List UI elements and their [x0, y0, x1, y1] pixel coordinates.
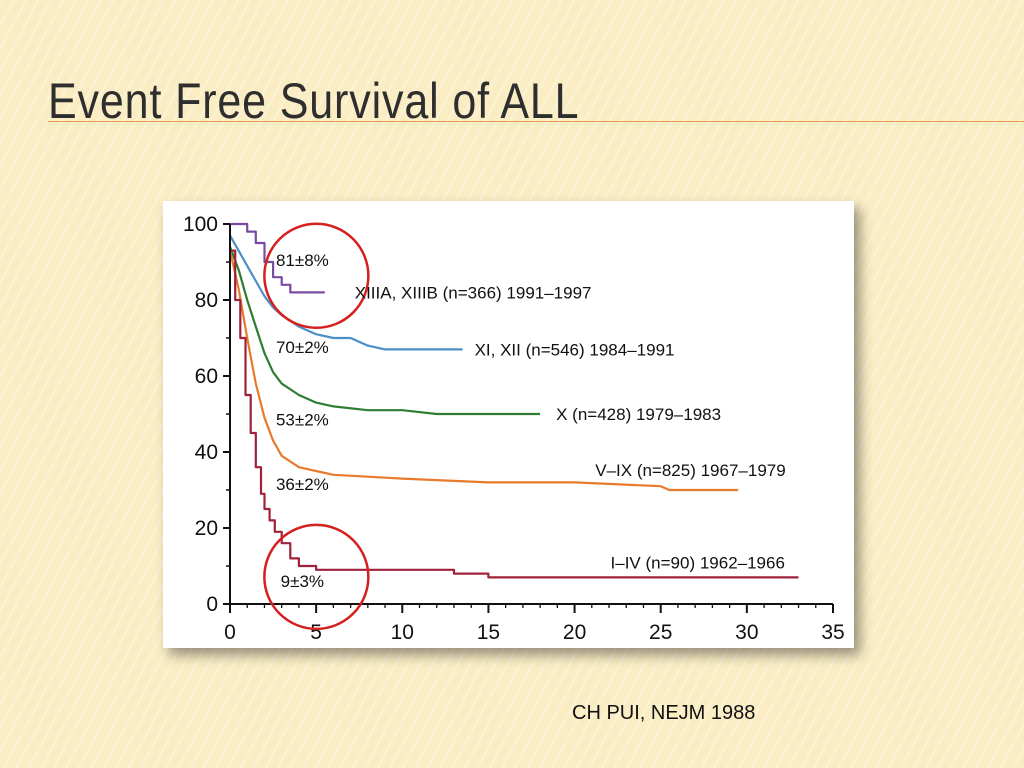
series-label-5: I–IV (n=90) 1962–1966: [611, 553, 785, 572]
series-label-3: X (n=428) 1979–1983: [556, 405, 721, 424]
annotation-5: 9±3%: [281, 572, 324, 591]
y-tick-label-100: 100: [183, 213, 218, 236]
x-tick-label-15: 15: [477, 621, 500, 644]
series-label-2: XI, XII (n=546) 1984–1991: [475, 340, 675, 359]
x-tick-label-25: 25: [649, 621, 672, 644]
y-tick-label-0: 0: [206, 593, 218, 616]
x-tick-label-0: 0: [224, 621, 236, 644]
annotation-1: 81±8%: [276, 251, 329, 270]
annotation-3: 53±2%: [276, 410, 329, 429]
highlight-circle-top: [263, 222, 370, 330]
x-tick-label-20: 20: [563, 621, 586, 644]
x-tick-label-10: 10: [391, 621, 414, 644]
survival-chart: 0 20 40 60 80 100 0 5 10 15 20 25 30 35 81±8% 70±2% 53±…: [183, 213, 845, 644]
series-label-1: XIIIA, XIIIB (n=366) 1991–1997: [355, 283, 592, 302]
x-tick-label-30: 30: [735, 621, 758, 644]
title-rule: [48, 121, 1024, 122]
survival-chart-figure: 0 20 40 60 80 100 0 5 10 15 20 25 30 35 81±8% 70±2% 53±…: [163, 201, 854, 648]
series-label-4: V–IX (n=825) 1967–1979: [595, 461, 785, 480]
series-line-3: [228, 246, 541, 416]
y-tick-label-80: 80: [195, 289, 218, 312]
y-tick-label-60: 60: [195, 365, 218, 388]
citation: CH PUI, NEJM 1988: [572, 702, 756, 724]
slide-title: Event Free Survival of ALL: [48, 73, 580, 129]
series-line-1: [230, 222, 325, 294]
y-tick-label-40: 40: [195, 441, 218, 464]
annotation-4: 36±2%: [276, 475, 329, 494]
x-tick-label-5: 5: [310, 621, 322, 644]
series-line-2: [229, 234, 463, 351]
series-line-4: [228, 250, 739, 492]
x-tick-label-35: 35: [821, 621, 844, 644]
y-tick-label-20: 20: [195, 517, 218, 540]
highlight-circle-bottom: [263, 523, 370, 631]
series-line-5: [230, 249, 799, 579]
annotation-2: 70±2%: [276, 338, 329, 357]
